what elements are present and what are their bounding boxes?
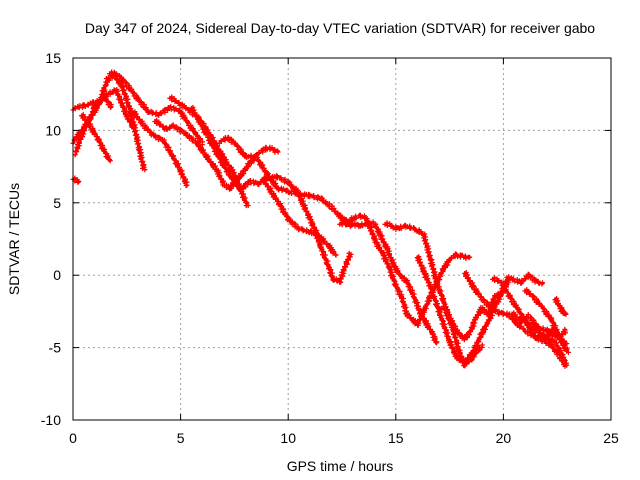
data-point-markers [79,112,113,164]
series-sat-track-22 [552,296,569,317]
plot-frame [72,57,612,421]
grid [73,58,611,420]
data-point-markers [216,134,354,229]
data-point-markers [107,69,205,148]
data-point-markers [522,287,570,347]
data-point-markers [259,175,339,258]
data-point-markers [70,175,82,185]
y-tick-label: -10 [41,412,61,428]
x-axis-label: GPS time / hours [287,458,394,474]
y-tick-label: 10 [45,122,61,138]
x-tick-label: 20 [496,430,512,446]
series-sat-track-07 [130,109,190,188]
data-point-markers [130,109,190,188]
series-sat-track-11 [216,134,354,229]
x-tick-label: 5 [177,430,185,446]
series-sat-track-05 [79,112,113,164]
y-tick-label: 5 [53,195,61,211]
x-tick-label: 25 [603,430,619,446]
series-sat-track-04 [72,87,137,158]
series-sat-track-21 [522,287,570,347]
x-tick-label: 0 [69,430,77,446]
x-tick-label: 10 [280,430,296,446]
data-point-markers [414,254,512,365]
y-axis-label: SDTVAR / TECUs [6,183,22,295]
series-sat-track-12 [259,175,339,258]
axis-ticks [72,57,612,421]
data-point-markers [72,87,137,158]
y-tick-label: 0 [53,267,61,283]
y-tick-labels: -10 -5 0 5 10 15 [41,50,61,428]
data-points [70,69,571,369]
series-sat-track-13 [339,215,440,346]
chart-title: Day 347 of 2024, Sidereal Day-to-day VTE… [85,20,595,36]
data-point-markers [518,314,569,366]
y-tick-label: 15 [45,50,61,66]
data-point-markers [339,215,440,346]
series-sat-track-06 [107,69,205,148]
series-sat-track-23 [518,314,569,366]
series-sat-track-16 [414,254,512,365]
data-point-markers [552,296,569,317]
y-tick-label: -5 [49,340,62,356]
series-sat-track-15 [382,220,485,369]
data-point-markers [382,220,485,369]
series-sat-track-14 [337,212,473,328]
series-sat-track-01 [70,175,82,185]
data-point-markers [337,212,473,328]
x-tick-labels: 0 5 10 15 20 25 [69,430,619,446]
x-tick-label: 15 [388,430,404,446]
